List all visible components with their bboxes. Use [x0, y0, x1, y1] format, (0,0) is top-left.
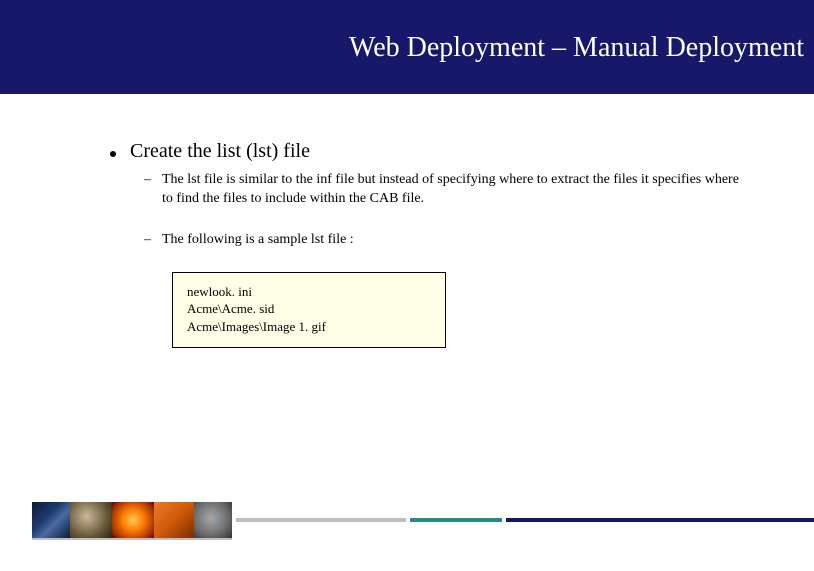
footer-thumb [70, 502, 112, 538]
sub-bullet-item: – The lst file is similar to the inf fil… [144, 171, 750, 209]
footer-divider-blue [506, 518, 814, 522]
bullet-dot-icon [110, 151, 116, 157]
code-line: Acme\Images\Image 1. gif [187, 318, 431, 336]
sub-bullet-list: – The lst file is similar to the inf fil… [144, 171, 750, 250]
footer-divider-teal [410, 518, 502, 522]
slide: Web Deployment – Manual Deployment Creat… [0, 0, 814, 571]
dash-icon: – [144, 232, 154, 248]
bullet-item: Create the list (lst) file [110, 140, 750, 163]
sub-bullet-text: The lst file is similar to the inf file … [162, 171, 750, 209]
footer-thumb [32, 502, 70, 538]
code-line: newlook. ini [187, 283, 431, 301]
sub-bullet-text: The following is a sample lst file : [162, 231, 354, 250]
dash-icon: – [144, 172, 154, 188]
footer-divider-gray [236, 518, 406, 522]
slide-title: Web Deployment – Manual Deployment [349, 32, 804, 64]
footer-thumb [154, 502, 194, 538]
bullet-heading: Create the list (lst) file [130, 140, 310, 163]
footer-thumb [112, 502, 154, 538]
footer-thumb [194, 502, 232, 538]
content-area: Create the list (lst) file – The lst fil… [110, 140, 750, 348]
footer-image-strip [32, 502, 232, 538]
code-sample-box: newlook. ini Acme\Acme. sid Acme\Images\… [172, 272, 446, 349]
code-line: Acme\Acme. sid [187, 300, 431, 318]
sub-bullet-item: – The following is a sample lst file : [144, 231, 750, 250]
